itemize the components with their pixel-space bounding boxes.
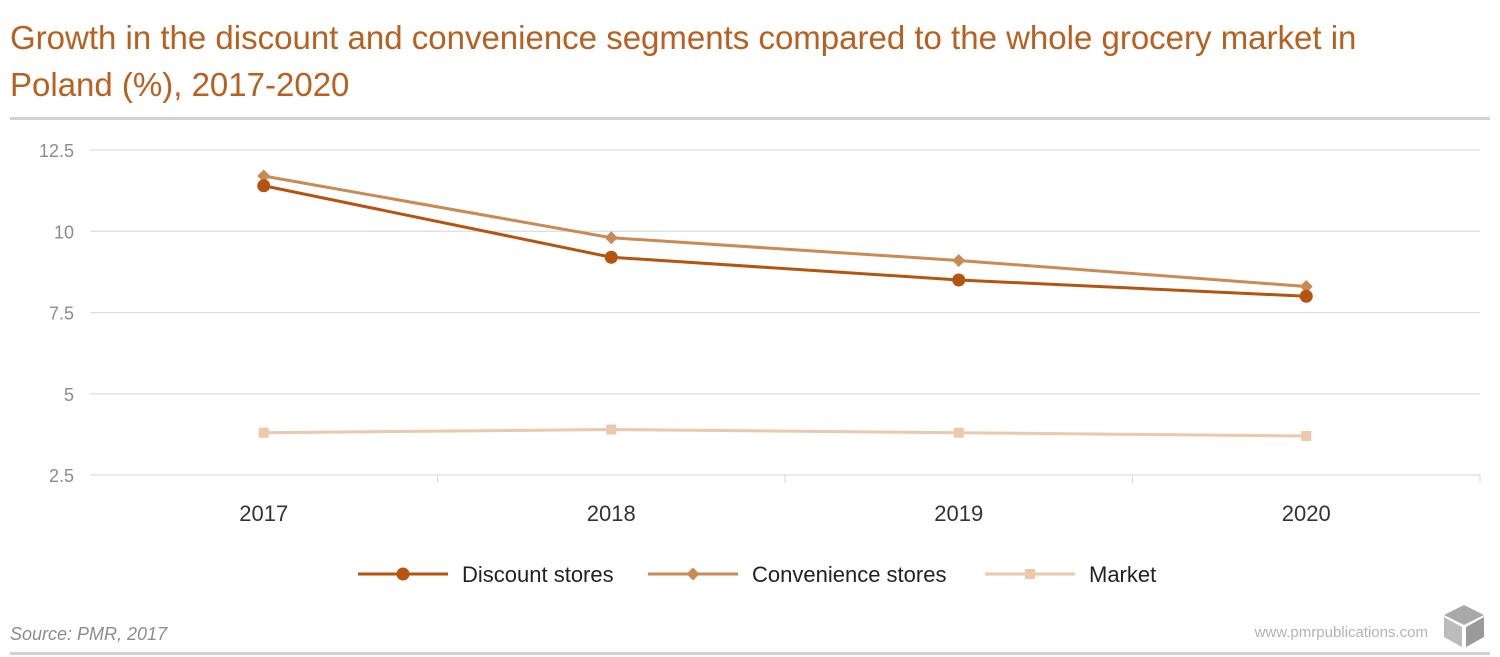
legend-marker bbox=[396, 567, 410, 581]
data-point bbox=[952, 273, 966, 287]
legend-label: Discount stores bbox=[462, 562, 614, 587]
source-note: Source: PMR, 2017 bbox=[10, 624, 168, 644]
top-divider bbox=[10, 117, 1490, 120]
line-chart: 2.5 5 7.5 10 12.5 2017 2018 2019 2020 Discount … bbox=[39, 141, 1481, 587]
bottom-divider bbox=[10, 652, 1490, 655]
y-tick-label: 2.5 bbox=[49, 466, 74, 486]
y-tick-label: 12.5 bbox=[39, 141, 74, 161]
data-point bbox=[257, 169, 271, 183]
chart-title: Growth in the discount and convenience s… bbox=[10, 19, 1357, 103]
chart-series bbox=[257, 169, 1313, 441]
y-tick-label: 5 bbox=[64, 385, 74, 405]
chart-legend: Discount stores Convenience stores Market bbox=[358, 562, 1156, 587]
x-tick-label: 2019 bbox=[934, 501, 983, 526]
series-line bbox=[263, 184, 1307, 298]
data-point bbox=[606, 424, 617, 435]
data-point bbox=[258, 427, 269, 438]
data-point bbox=[1299, 289, 1313, 303]
data-point bbox=[952, 254, 966, 267]
legend-label: Market bbox=[1089, 562, 1156, 587]
data-point bbox=[604, 231, 618, 245]
y-tick-label: 10 bbox=[54, 222, 74, 242]
legend-marker bbox=[686, 567, 700, 581]
website-link[interactable]: www.pmrpublications.com bbox=[1254, 624, 1428, 641]
x-tick-label: 2018 bbox=[587, 501, 636, 526]
series-line bbox=[263, 428, 1307, 438]
series-line bbox=[263, 174, 1307, 288]
data-point bbox=[1301, 431, 1312, 441]
chart-gridlines bbox=[90, 149, 1480, 476]
x-tick-label: 2017 bbox=[239, 501, 288, 526]
data-point bbox=[257, 179, 271, 193]
y-tick-label: 7.5 bbox=[49, 304, 74, 324]
legend-label: Convenience stores bbox=[752, 562, 946, 587]
legend-marker bbox=[1025, 569, 1035, 579]
x-tick-label: 2020 bbox=[1282, 501, 1331, 526]
y-axis-ticks: 2.5 5 7.5 10 12.5 bbox=[39, 141, 74, 486]
data-point bbox=[1299, 280, 1313, 293]
data-point bbox=[953, 427, 964, 438]
data-point bbox=[604, 250, 618, 264]
x-axis: 2017 2018 2019 2020 bbox=[239, 475, 1481, 526]
pmr-cube-logo-icon bbox=[1444, 605, 1484, 647]
